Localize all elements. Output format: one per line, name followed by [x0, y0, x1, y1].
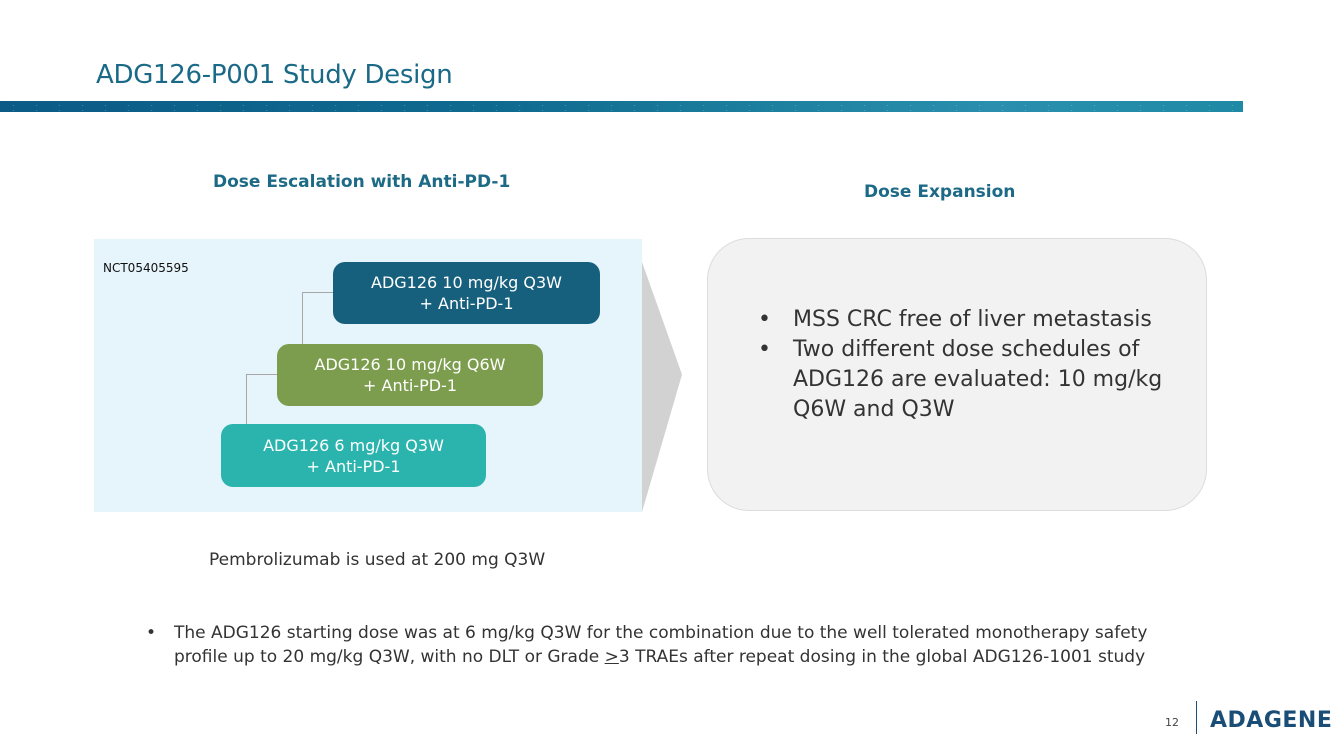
footnote-text-before: The ADG126 starting dose was at 6 mg/kg … [174, 623, 1148, 667]
bullet-icon: • [146, 623, 157, 643]
footnote-text-after: 3 TRAEs after repeat dosing in the globa… [618, 647, 1146, 667]
bullet-icon: • [758, 337, 771, 362]
dose-box-line2: + Anti-PD-1 [419, 294, 514, 313]
dose-expansion-panel [707, 238, 1207, 511]
footnote-bullet: • The ADG126 starting dose was at 6 mg/kg… [146, 621, 1156, 669]
list-item: • MSS CRC free of liver metastasis [756, 305, 1176, 335]
dose-box-line1: ADG126 10 mg/kg Q6W [314, 355, 506, 374]
dose-box-line2: + Anti-PD-1 [306, 456, 401, 476]
dose-escalation-heading: Dose Escalation with Anti-PD-1 [213, 172, 511, 192]
dose-box-line2: + Anti-PD-1 [363, 376, 457, 395]
nct-identifier: NCT05405595 [103, 261, 189, 275]
title-bar-texture [0, 101, 1243, 112]
connector-vertical-lower [246, 374, 247, 424]
title-underline-bar [0, 101, 1243, 112]
pembrolizumab-note: Pembrolizumab is used at 200 mg Q3W [209, 550, 546, 570]
dose-box-line1: ADG126 6 mg/kg Q3W [263, 435, 444, 455]
dose-box-10mg-q6w: ADG126 10 mg/kg Q6W + Anti-PD-1 [277, 344, 543, 406]
dose-expansion-heading: Dose Expansion [864, 182, 1016, 202]
connector-vertical-upper [302, 292, 303, 344]
slide-title: ADG126-P001 Study Design [96, 60, 453, 90]
list-item-text: Two different dose schedules of ADG126 a… [793, 337, 1163, 422]
dose-box-line1: ADG126 10 mg/kg Q3W [371, 273, 562, 292]
dose-box-6mg-q3w: ADG126 6 mg/kg Q3W + Anti-PD-1 [221, 424, 486, 487]
connector-horizontal-upper [302, 292, 333, 293]
connector-horizontal-lower [246, 374, 277, 375]
dose-expansion-list: • MSS CRC free of liver metastasis • Two d… [756, 305, 1176, 425]
greater-equal-symbol: > [604, 647, 619, 667]
chevron-right-arrow-icon [642, 262, 682, 512]
list-item-text: MSS CRC free of liver metastasis [793, 307, 1152, 332]
dose-box-10mg-q3w: ADG126 10 mg/kg Q3W + Anti-PD-1 [333, 262, 600, 324]
adagene-logo: ADAGENE [1210, 708, 1333, 733]
bullet-icon: • [758, 307, 771, 332]
list-item: • Two different dose schedules of ADG126 … [756, 335, 1176, 425]
footer-divider [1196, 701, 1197, 734]
page-number: 12 [1165, 716, 1179, 729]
